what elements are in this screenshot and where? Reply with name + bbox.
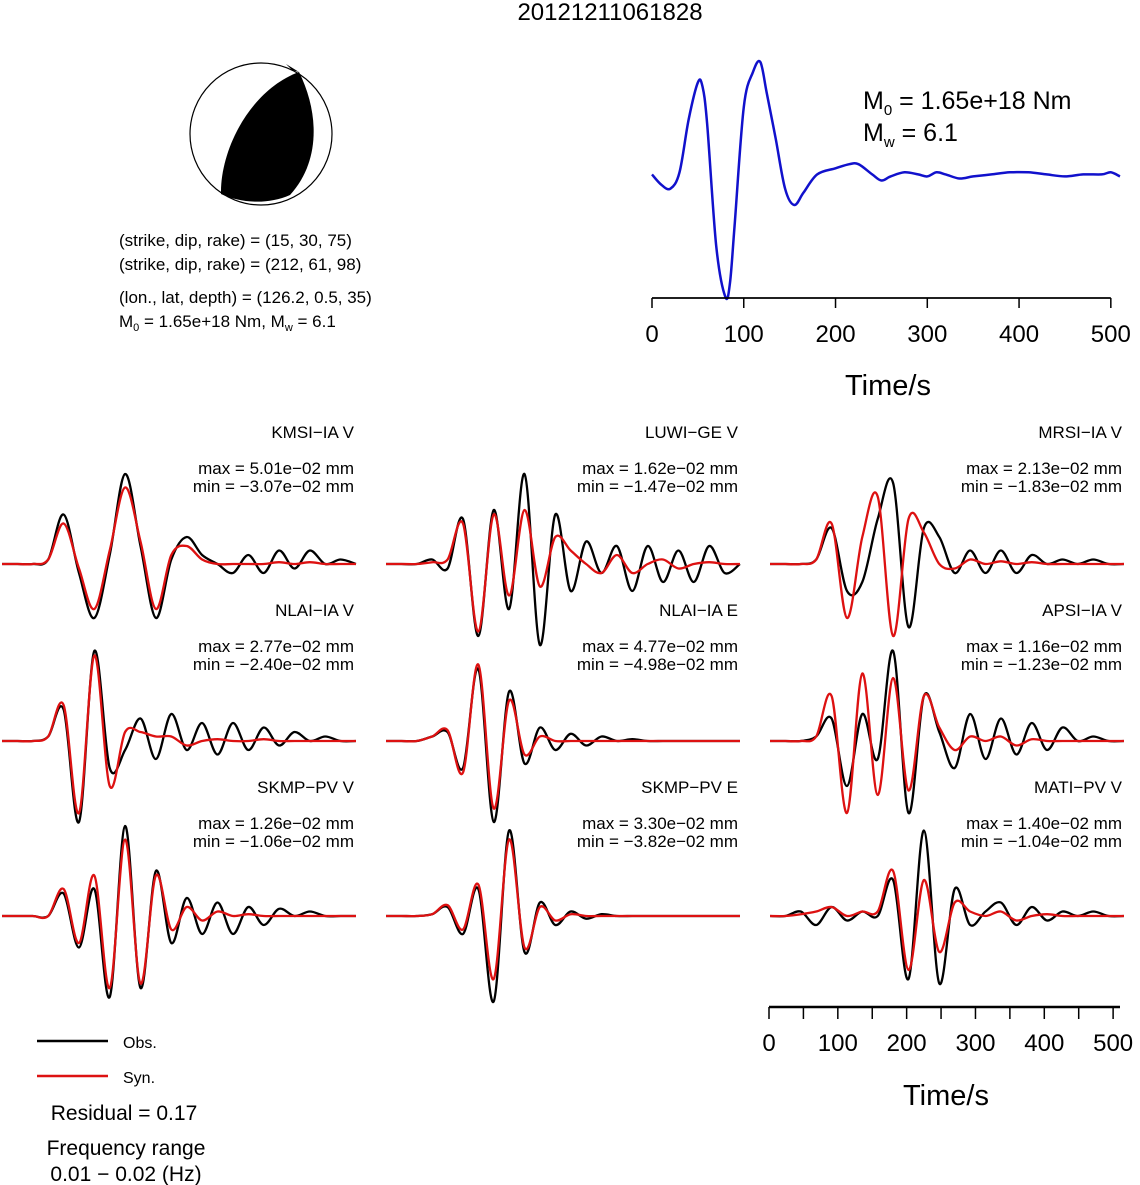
station-label: APSI−IA V bbox=[1042, 601, 1123, 620]
stf-m0-label: M0 = 1.65e+18 Nm bbox=[863, 87, 1071, 119]
max-amplitude-label: max = 2.13e−02 mm bbox=[966, 459, 1122, 478]
station-label: LUWI−GE V bbox=[645, 423, 739, 442]
station-label: MATI−PV V bbox=[1034, 778, 1123, 797]
synthetic-trace bbox=[386, 663, 740, 810]
max-amplitude-label: max = 5.01e−02 mm bbox=[198, 459, 354, 478]
observed-trace bbox=[769, 829, 1125, 985]
station-label: NLAI−IA V bbox=[275, 601, 355, 620]
frequency-range-value: 0.01 − 0.02 (Hz) bbox=[50, 1163, 201, 1185]
max-amplitude-label: max = 4.77e−02 mm bbox=[582, 637, 738, 656]
focal-mechanism-beachball bbox=[189, 62, 333, 206]
plane-1-label: (strike, dip, rake) = (15, 30, 75) bbox=[119, 231, 352, 250]
synthetic-trace bbox=[1, 838, 356, 990]
max-amplitude-label: max = 1.16e−02 mm bbox=[966, 637, 1122, 656]
legend-synthetic-label: Syn. bbox=[123, 1070, 155, 1087]
legend: Obs. Syn. bbox=[37, 1035, 157, 1087]
frequency-range-label: Frequency range bbox=[47, 1137, 206, 1160]
max-amplitude-label: max = 2.77e−02 mm bbox=[198, 637, 354, 656]
observed-trace bbox=[1, 824, 356, 999]
location-label: (lon., lat, depth) = (126.2, 0.5, 35) bbox=[119, 288, 372, 307]
synthetic-trace bbox=[385, 838, 740, 981]
synthetic-trace bbox=[2, 654, 356, 815]
beachball-small-quadrant bbox=[286, 64, 299, 72]
station-label: KMSI−IA V bbox=[271, 423, 354, 442]
stf-mw-label: Mw = 6.1 bbox=[863, 119, 958, 151]
legend-observed-label: Obs. bbox=[123, 1035, 157, 1052]
synthetic-trace bbox=[1, 486, 356, 611]
observed-trace bbox=[1, 472, 357, 620]
min-amplitude-label: min = −3.82e−02 mm bbox=[577, 832, 738, 851]
waveform-axis-tick-label: 400 bbox=[1024, 1030, 1064, 1057]
stf-x-axis-label: Time/s bbox=[845, 370, 931, 402]
plane-2-label: (strike, dip, rake) = (212, 61, 98) bbox=[119, 255, 361, 274]
waveform-axis-tick-label: 0 bbox=[762, 1030, 775, 1057]
stf-axis-tick-label: 200 bbox=[816, 321, 856, 348]
station-label: MRSI−IA V bbox=[1038, 423, 1122, 442]
waveform-axis-tick-label: 200 bbox=[887, 1030, 927, 1057]
observed-trace bbox=[769, 477, 1125, 629]
waveform-x-axis: 0 100 200 300 400 500 bbox=[762, 1005, 1133, 1057]
moment-line: M0 = 1.65e+18 Nm, Mw = 6.1 bbox=[119, 312, 336, 334]
stf-axis-tick-label: 400 bbox=[999, 321, 1039, 348]
stf-axis-tick-label: 500 bbox=[1091, 321, 1131, 348]
waveform-axis-tick-label: 100 bbox=[818, 1030, 858, 1057]
waveform-axis-tick-label: 500 bbox=[1093, 1030, 1133, 1057]
observed-trace bbox=[385, 472, 741, 647]
waveform-x-axis-label: Time/s bbox=[903, 1080, 989, 1112]
stf-axis-tick-label: 100 bbox=[724, 321, 764, 348]
stf-panel: M0 = 1.65e+18 Nm Mw = 6.1 0 100 200 300 400 5… bbox=[645, 59, 1131, 402]
stf-line bbox=[651, 59, 1121, 301]
max-amplitude-label: max = 1.62e−02 mm bbox=[582, 459, 738, 478]
min-amplitude-label: min = −1.83e−02 mm bbox=[961, 477, 1122, 496]
station-label: SKMP−PV E bbox=[641, 778, 738, 797]
synthetic-trace bbox=[770, 672, 1124, 815]
min-amplitude-label: min = −4.98e−02 mm bbox=[577, 655, 738, 674]
min-amplitude-label: min = −1.47e−02 mm bbox=[577, 477, 738, 496]
figure-title: 20121211061828 bbox=[517, 0, 702, 26]
waveform-axis-tick-label: 300 bbox=[955, 1030, 995, 1057]
min-amplitude-label: min = −1.04e−02 mm bbox=[961, 832, 1122, 851]
stf-x-axis: 0 100 200 300 400 500 bbox=[645, 297, 1131, 348]
min-amplitude-label: min = −3.07e−02 mm bbox=[193, 477, 354, 496]
beachball-compressional-quadrant bbox=[220, 72, 314, 202]
observed-trace bbox=[386, 667, 740, 824]
station-label: SKMP−PV V bbox=[257, 778, 355, 797]
max-amplitude-label: max = 3.30e−02 mm bbox=[582, 814, 738, 833]
min-amplitude-label: min = −2.40e−02 mm bbox=[193, 655, 354, 674]
max-amplitude-label: max = 1.40e−02 mm bbox=[966, 814, 1122, 833]
station-label: NLAI−IA E bbox=[659, 601, 738, 620]
synthetic-trace bbox=[385, 508, 741, 633]
synthetic-trace bbox=[769, 491, 1124, 638]
max-amplitude-label: max = 1.26e−02 mm bbox=[198, 814, 354, 833]
min-amplitude-label: min = −1.06e−02 mm bbox=[193, 832, 354, 851]
min-amplitude-label: min = −1.23e−02 mm bbox=[961, 655, 1122, 674]
stf-axis-tick-label: 0 bbox=[645, 321, 658, 348]
residual-label: Residual = 0.17 bbox=[51, 1102, 198, 1125]
stf-axis-tick-label: 300 bbox=[907, 321, 947, 348]
synthetic-trace bbox=[769, 868, 1124, 972]
